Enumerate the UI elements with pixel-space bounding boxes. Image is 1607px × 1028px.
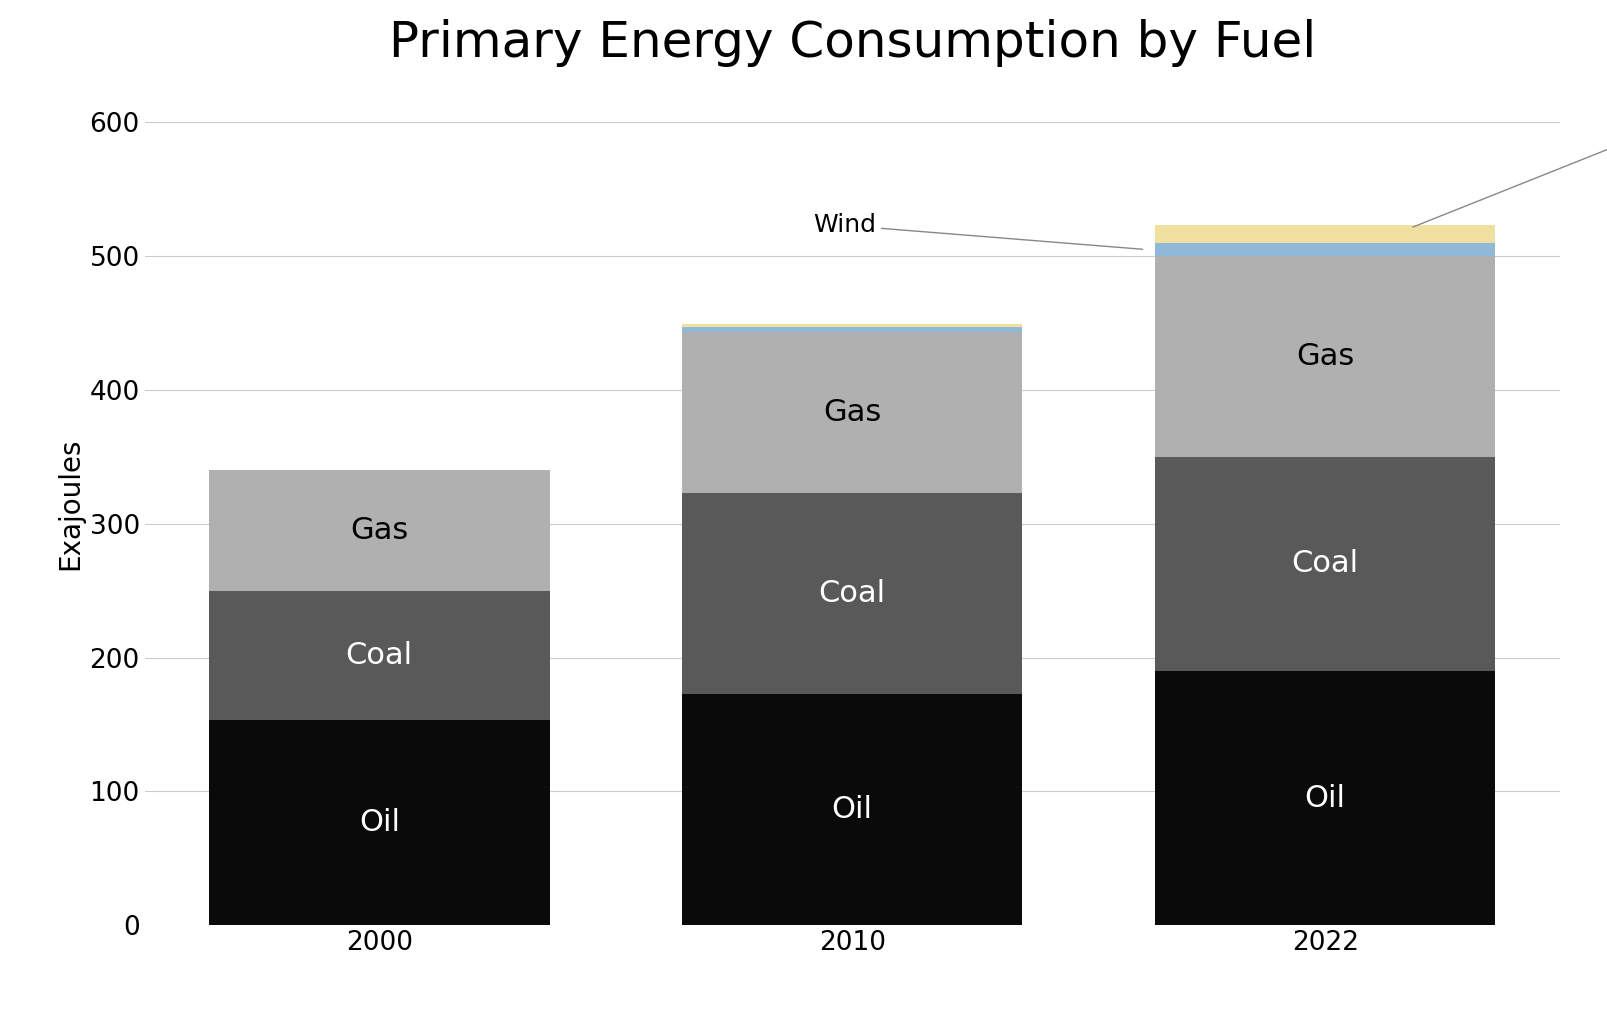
Text: Gas: Gas bbox=[350, 516, 408, 545]
Bar bbox=[209, 591, 550, 721]
Bar bbox=[1154, 256, 1495, 456]
Bar bbox=[209, 721, 550, 925]
Text: Coal: Coal bbox=[346, 641, 413, 670]
Text: Gas: Gas bbox=[823, 398, 881, 428]
Bar bbox=[209, 470, 550, 591]
Y-axis label: Exajoules: Exajoules bbox=[56, 438, 84, 570]
Title: Primary Energy Consumption by Fuel: Primary Energy Consumption by Fuel bbox=[389, 20, 1315, 67]
Bar bbox=[681, 332, 1022, 493]
Text: Oil: Oil bbox=[1303, 783, 1345, 812]
Bar bbox=[681, 325, 1022, 327]
Bar bbox=[1154, 243, 1495, 256]
Text: Gas: Gas bbox=[1295, 342, 1353, 371]
Bar bbox=[1154, 225, 1495, 243]
Bar bbox=[681, 327, 1022, 332]
Text: Coal: Coal bbox=[1290, 549, 1358, 579]
Text: Oil: Oil bbox=[831, 795, 873, 824]
Bar bbox=[1154, 671, 1495, 925]
Text: Oil: Oil bbox=[358, 808, 400, 838]
Bar bbox=[681, 694, 1022, 925]
Bar bbox=[1154, 456, 1495, 671]
Text: Solar: Solar bbox=[1413, 121, 1607, 227]
Bar bbox=[681, 493, 1022, 694]
Text: Coal: Coal bbox=[818, 579, 885, 608]
Text: Wind: Wind bbox=[813, 214, 1143, 249]
